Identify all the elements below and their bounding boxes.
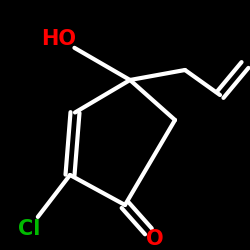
Text: Cl: Cl	[18, 219, 40, 239]
Text: O: O	[146, 229, 164, 249]
Text: HO: HO	[41, 29, 76, 49]
